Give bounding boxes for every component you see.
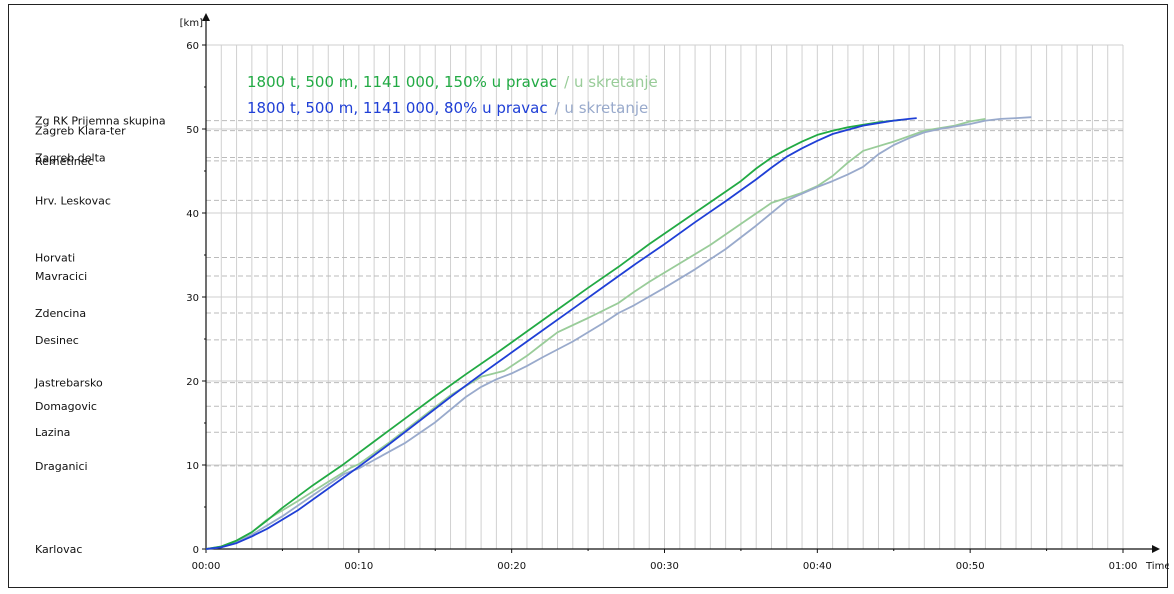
legend-secondary-text: / u skretanje — [564, 73, 658, 91]
station-label: Hrv. Leskovac — [35, 194, 111, 207]
station-label: Karlovac — [35, 543, 82, 556]
station-label: Draganici — [35, 460, 88, 473]
x-tick-label: 01:00 — [1109, 561, 1138, 572]
series-line-0 — [205, 118, 986, 550]
station-label: Zagreb delta — [35, 152, 106, 165]
station-label: Mavracici — [35, 270, 87, 283]
station-label: Desinec — [35, 334, 79, 347]
station-label: Zg RK Prijemna skupina — [35, 115, 166, 128]
x-tick-label: 00:50 — [956, 561, 985, 572]
legend: 1800 t, 500 m, 1141 000, 150% u pravac / … — [247, 73, 658, 117]
y-tick-label: 10 — [186, 461, 199, 472]
x-tick-label: 00:30 — [650, 561, 679, 572]
station-label: Zagreb Klara-ter — [35, 125, 126, 138]
x-tick-label: 00:00 — [192, 561, 221, 572]
x-tick-label: 00:10 — [344, 561, 373, 572]
station-label: Lazina — [35, 426, 70, 439]
x-tick-label: 00:20 — [497, 561, 526, 572]
legend-entry: 1800 t, 500 m, 1141 000, 80% u pravac / u… — [247, 99, 648, 117]
x-tick-label: 00:40 — [803, 561, 832, 572]
y-tick-label: 0 — [193, 545, 199, 556]
legend-main-text: 1800 t, 500 m, 1141 000, 80% u pravac — [247, 99, 548, 117]
station-label: Remetinec — [35, 155, 94, 168]
legend-main-text: 1800 t, 500 m, 1141 000, 150% u pravac — [247, 73, 557, 91]
station-labels: Karlovac Draganici Lazina Domagovic Jastreba… — [34, 115, 166, 556]
series-line-3 — [205, 117, 917, 550]
station-grid — [206, 120, 1123, 467]
y-axis-label: [km] — [180, 18, 203, 29]
series-line-2 — [205, 118, 902, 550]
tick-labels: 0 10 20 30 40 50 60 00:00 00:10 00:20 00:30 00:40 00… — [180, 18, 1169, 572]
y-tick-label: 60 — [186, 41, 199, 52]
x-axis-label: Time — [1145, 561, 1169, 572]
y-tick-label: 50 — [186, 125, 199, 136]
station-label: Horvati — [35, 252, 75, 265]
axes — [202, 13, 1160, 553]
x-axis-arrow — [1152, 545, 1160, 553]
legend-secondary-text: / u skretanje — [555, 99, 649, 117]
time-distance-chart: 0 10 20 30 40 50 60 00:00 00:10 00:20 00:30 00:40 00… — [34, 13, 1169, 572]
legend-entry: 1800 t, 500 m, 1141 000, 150% u pravac / … — [247, 73, 658, 91]
series-lines — [205, 116, 1032, 550]
y-axis-arrow — [202, 13, 210, 21]
station-label: Domagovic — [35, 400, 97, 413]
station-label: Zdencina — [35, 307, 86, 320]
y-tick-label: 30 — [186, 293, 199, 304]
y-tick-label: 40 — [186, 209, 199, 220]
chart-frame: 0 10 20 30 40 50 60 00:00 00:10 00:20 00:30 00:40 00… — [8, 4, 1169, 588]
y-tick-label: 20 — [186, 377, 199, 388]
station-label: Jastrebarsko — [34, 377, 103, 390]
